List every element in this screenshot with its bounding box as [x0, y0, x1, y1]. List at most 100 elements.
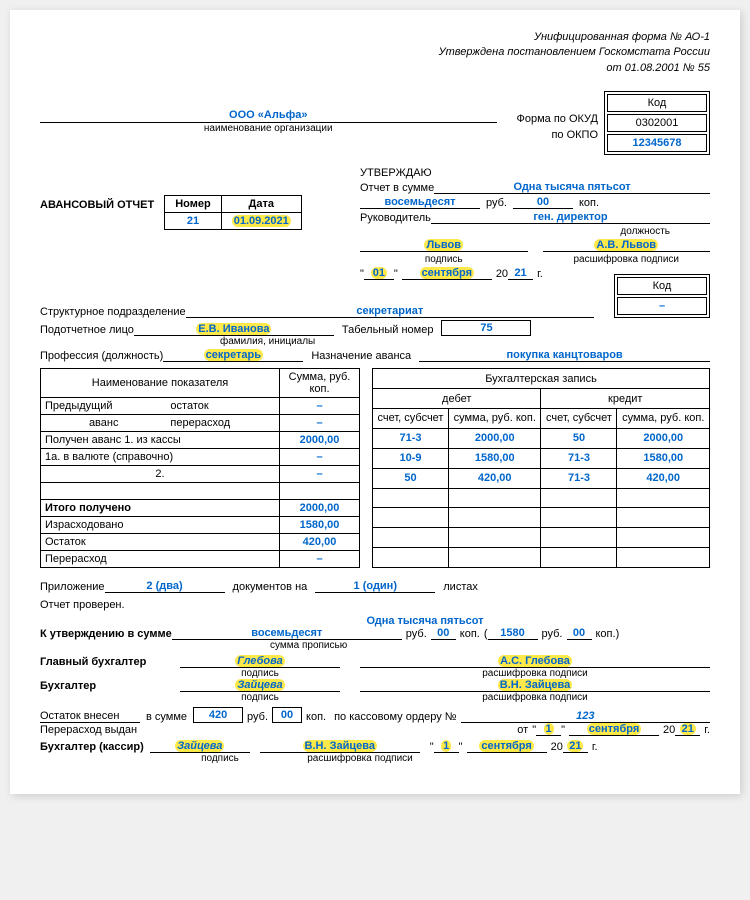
kod-label: Код — [607, 94, 707, 112]
num-header: Номер — [165, 196, 222, 213]
approve-decr: А.В. Львов — [594, 239, 658, 251]
cashier-day: 1 — [441, 740, 451, 752]
rt-debit: дебет — [373, 389, 541, 409]
rt-cs-h: сумма, руб. коп. — [617, 408, 710, 428]
lt-r8: Остаток — [41, 534, 280, 551]
lt-r2b: перерасход — [166, 415, 279, 432]
approve-month: сентября — [420, 267, 474, 279]
attach-docs: 2 (два) — [105, 580, 225, 593]
lt-r1b: остаток — [166, 398, 279, 415]
confirm-words1: Одна тысяча пятьсот — [140, 615, 710, 627]
unit-kod: – — [617, 297, 707, 315]
approve-sign: Львов — [424, 239, 463, 251]
confirm-paren-rub: 1580 — [488, 627, 538, 640]
person-label: Подотчетное лицо — [40, 324, 134, 336]
report-num: 21 — [165, 213, 222, 230]
attach-sheets-label: листах — [443, 581, 478, 593]
lt-r9v: – — [280, 551, 360, 568]
confirm-label: К утверждению в сумме — [40, 628, 172, 640]
form-page: Унифицированная форма № АО-1 Утверждена … — [10, 10, 740, 794]
cashier-month: сентября — [479, 740, 533, 752]
lt-r7: Израсходовано — [41, 517, 280, 534]
form-header: Унифицированная форма № АО-1 Утверждена … — [40, 30, 710, 76]
lt-r3v: 2000,00 — [280, 432, 360, 449]
remainder-year: 21 — [680, 723, 696, 735]
head-pos: ген. директор — [431, 211, 710, 224]
remainder-l2: Перерасход выдан — [40, 724, 140, 736]
rub-label: руб. — [486, 197, 507, 209]
rt-ds-h: сумма, руб. коп. — [448, 408, 541, 428]
attach-docs-label: документов на — [233, 581, 308, 593]
lt-h1: Наименование показателя — [41, 369, 280, 398]
order-value: 123 — [461, 710, 710, 723]
remainder-from: от — [517, 724, 528, 736]
name-caption: фамилия, инициалы — [220, 336, 710, 347]
cashier-name: В.Н. Зайцева — [303, 740, 377, 752]
date-header: Дата — [221, 196, 301, 213]
approve-title: УТВЕРЖДАЮ — [360, 167, 710, 179]
cashier-year: 21 — [567, 740, 583, 752]
lt-r4: 1а. в валюте (справочно) — [41, 449, 280, 466]
cashier-sign: Зайцева — [175, 740, 224, 752]
glavbuh-label: Главный бухгалтер — [40, 656, 180, 668]
unit-kod-table: Код – — [614, 274, 710, 318]
org-name: ООО «Альфа» — [40, 109, 497, 123]
confirm-paren-rub-l: руб. — [542, 628, 563, 640]
unit-label: Структурное подразделение — [40, 306, 186, 318]
job-value: секретарь — [204, 349, 263, 361]
okud-label: Форма по ОКУД — [517, 111, 599, 127]
lt-r5: 2. — [41, 466, 280, 483]
remainder-rub: 420 — [193, 707, 243, 723]
header-line1: Унифицированная форма № АО-1 — [40, 30, 710, 45]
confirm-caption: сумма прописью — [270, 640, 710, 651]
order-label: по кассовому ордеру № — [334, 711, 457, 723]
cashier-name-cap: расшифровка подписи — [280, 753, 440, 764]
okud-value: 0302001 — [607, 114, 707, 132]
remainder-rub-l: руб. — [247, 711, 268, 723]
purpose-value: покупка канцтоваров — [419, 349, 710, 362]
remainder-year-prefix: 20 — [663, 724, 675, 736]
lt-r2v: – — [280, 415, 360, 432]
table-row: 71-3 2000,00 50 2000,00 — [373, 428, 710, 448]
table-row: 50 420,00 71-3 420,00 — [373, 468, 710, 488]
lt-r6v: 2000,00 — [280, 500, 360, 517]
rt-title: Бухгалтерская запись — [373, 369, 710, 389]
remainder-sum-label: в сумме — [146, 711, 187, 723]
lt-r9: Перерасход — [41, 551, 280, 568]
okpo-label: по ОКПО — [517, 127, 599, 143]
lt-r3: Получен аванс 1. из кассы — [41, 432, 280, 449]
remainder-l1: Остаток внесен — [40, 710, 140, 723]
okpo-value: 12345678 — [607, 134, 707, 152]
rt-ca-h: счет, субсчет — [541, 408, 617, 428]
indicators-table: Наименование показателя Сумма, руб. коп.… — [40, 368, 360, 568]
org-caption: наименование организации — [40, 123, 497, 134]
purpose-label: Назначение аванса — [311, 350, 411, 362]
remainder-year-suffix: г. — [704, 724, 710, 736]
approve-year: 21 — [508, 267, 533, 280]
decr-caption: расшифровка подписи — [543, 254, 711, 265]
head-label: Руководитель — [360, 212, 431, 224]
remainder-kop: 00 — [272, 707, 302, 723]
glavbuh-name-cap: расшифровка подписи — [360, 668, 710, 679]
buh-sign: Зайцева — [235, 679, 284, 691]
lt-r1v: – — [280, 398, 360, 415]
glavbuh-sign-cap: подпись — [180, 668, 340, 679]
buh-label: Бухгалтер — [40, 680, 180, 692]
lt-r1a: Предыдущий — [41, 398, 167, 415]
rt-da-h: счет, субсчет — [373, 408, 449, 428]
table-row: 10-9 1580,00 71-3 1580,00 — [373, 448, 710, 468]
acct-table: Бухгалтерская запись дебет кредит счет, … — [372, 368, 710, 568]
confirm-words2: восемьдесят — [172, 627, 402, 640]
attach-sheets: 1 (один) — [315, 580, 435, 593]
report-title: АВАНСОВЫЙ ОТЧЕТ — [40, 195, 154, 211]
remainder-kop-l: коп. — [306, 711, 326, 723]
confirm-paren-kop-l: коп.) — [596, 628, 620, 640]
lt-h2: Сумма, руб. коп. — [280, 369, 360, 398]
glavbuh-sign: Глебова — [235, 655, 284, 667]
header-line2: Утверждена постановлением Госкомстата Ро… — [40, 45, 710, 60]
year-prefix: 20 — [496, 268, 508, 280]
approve-kop: 00 — [513, 196, 573, 209]
report-date: 01.09.2021 — [232, 215, 291, 227]
buh-sign-cap: подпись — [180, 692, 340, 703]
year-suffix: г. — [537, 268, 543, 280]
